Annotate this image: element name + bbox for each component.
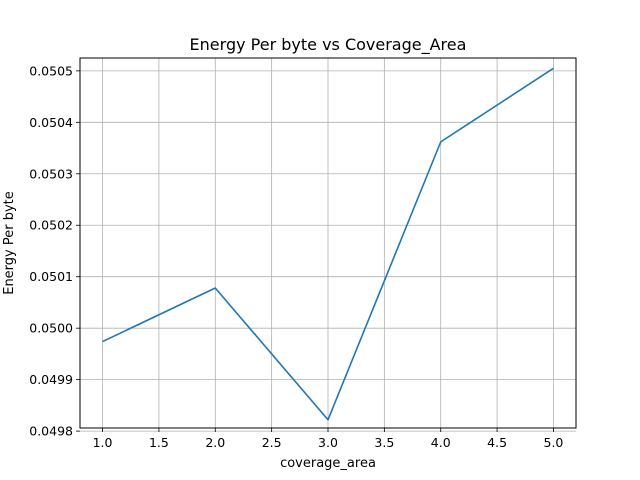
- y-tick-label: 0.0501: [29, 269, 73, 284]
- y-tick-label: 0.0500: [29, 321, 73, 336]
- grid-lines: [80, 58, 576, 432]
- x-tick-label: 3.0: [318, 435, 338, 450]
- x-tick-label: 1.0: [93, 435, 113, 450]
- chart-title: Energy Per byte vs Coverage_Area: [190, 35, 467, 55]
- x-tick-label: 2.0: [205, 435, 225, 450]
- y-axis-label: Energy Per byte: [2, 191, 17, 295]
- y-tick-label: 0.0502: [29, 218, 73, 233]
- x-axis-label: coverage_area: [280, 456, 376, 471]
- y-tick-label: 0.0503: [29, 166, 73, 181]
- x-tick-label: 1.5: [149, 435, 169, 450]
- x-tick-label: 4.0: [431, 435, 451, 450]
- x-axis: 1.0 1.5 2.0 2.5 3.0 3.5 4.0 4.5 5.0: [93, 428, 564, 450]
- series-line: [102, 67, 554, 421]
- x-tick-label: 5.0: [544, 435, 564, 450]
- x-tick-label: 4.5: [487, 435, 507, 450]
- y-axis: 0.0498 0.0499 0.0500 0.0501 0.0502 0.0503 0.05…: [29, 63, 80, 439]
- y-tick-label: 0.0504: [29, 115, 73, 130]
- series-layer: [102, 67, 554, 421]
- y-tick-label: 0.0499: [29, 372, 73, 387]
- x-tick-label: 2.5: [262, 435, 282, 450]
- y-tick-label: 0.0505: [29, 63, 73, 78]
- x-tick-label: 3.5: [374, 435, 394, 450]
- y-tick-label: 0.0498: [29, 424, 73, 439]
